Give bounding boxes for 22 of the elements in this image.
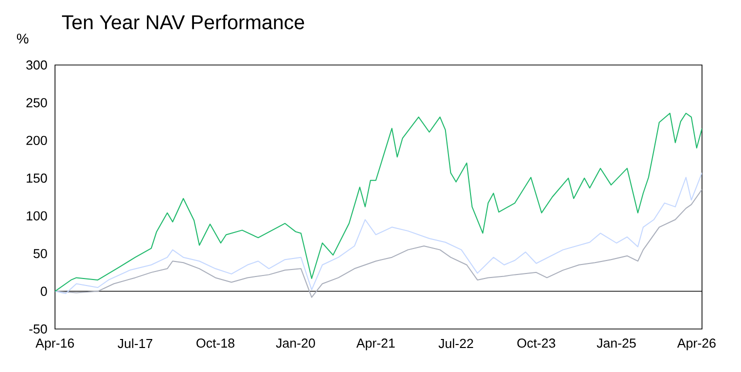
x-tick-label: Jul-17 (118, 338, 152, 348)
chart-title: Ten Year NAV Performance (62, 14, 304, 30)
y-tick-label: 100 (26, 211, 47, 220)
line-series (55, 188, 702, 298)
y-tick-label: 150 (26, 174, 47, 183)
y-tick-label: 200 (26, 136, 47, 146)
x-tick-label: Apr-16 (36, 338, 74, 350)
line-series (55, 172, 702, 294)
y-axis-title: % (16, 34, 28, 44)
x-tick-label: Jul-22 (438, 338, 474, 348)
y-tick-label: 50 (34, 248, 47, 258)
x-tick-label: Apr-26 (677, 338, 716, 350)
line-series (55, 112, 702, 292)
y-tick-label: 300 (26, 60, 47, 70)
x-tick-label: Oct-23 (517, 338, 556, 348)
y-tick-label: -50 (29, 324, 47, 334)
y-tick-label: 0 (40, 286, 47, 296)
x-tick-label: Jan-20 (276, 338, 315, 348)
y-tick-label: 250 (26, 98, 47, 108)
x-tick-label: Apr-21 (356, 338, 395, 350)
x-tick-label: Oct-18 (196, 338, 234, 348)
x-tick-label: Jan-25 (596, 338, 636, 348)
